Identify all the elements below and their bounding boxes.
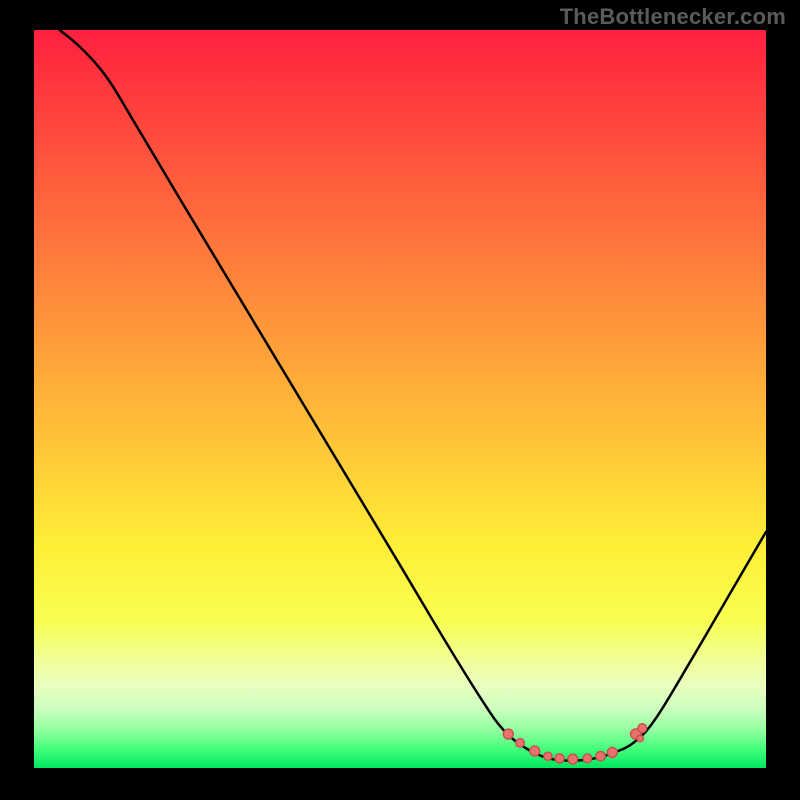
plot-background: [34, 30, 766, 768]
marker-dot: [607, 748, 617, 758]
chart-svg: [0, 0, 800, 800]
watermark-text: TheBottlenecker.com: [560, 4, 786, 30]
marker-dot: [503, 729, 513, 739]
marker-dot: [637, 735, 644, 742]
marker-dot: [596, 751, 605, 760]
marker-dot: [555, 754, 564, 763]
marker-dot: [568, 754, 578, 764]
marker-dot: [638, 724, 647, 733]
marker-dot: [583, 754, 592, 763]
chart-container: TheBottlenecker.com: [0, 0, 800, 800]
marker-dot: [544, 752, 552, 760]
marker-dot: [516, 739, 525, 748]
marker-dot: [530, 746, 540, 756]
